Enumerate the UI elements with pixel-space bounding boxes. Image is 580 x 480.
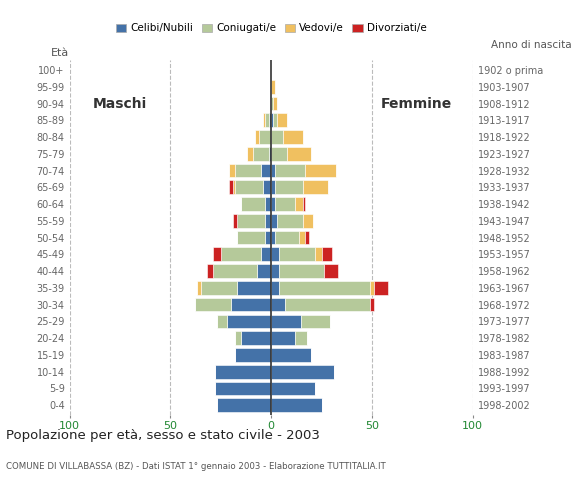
Bar (295, 331, 307, 345)
Bar (271, 80, 275, 94)
Bar (271, 314, 302, 328)
Bar (316, 248, 321, 261)
Bar (306, 231, 310, 244)
Text: Anno di nascita: Anno di nascita (491, 40, 571, 50)
Bar (237, 231, 265, 244)
Bar (197, 281, 201, 295)
Bar (271, 180, 275, 194)
Bar (271, 113, 273, 127)
Bar (271, 331, 295, 345)
Bar (275, 197, 295, 211)
Bar (324, 264, 338, 278)
Bar (271, 231, 275, 244)
Bar (265, 113, 269, 127)
Bar (235, 180, 263, 194)
Bar (233, 180, 235, 194)
Bar (221, 248, 261, 261)
Bar (213, 248, 221, 261)
Text: Femmine: Femmine (380, 96, 452, 110)
Bar (321, 248, 332, 261)
Bar (271, 248, 279, 261)
Bar (370, 281, 374, 295)
Bar (206, 264, 213, 278)
Bar (306, 164, 336, 178)
Bar (271, 96, 273, 110)
Bar (261, 164, 271, 178)
Bar (279, 264, 324, 278)
Bar (285, 298, 370, 312)
Bar (235, 164, 261, 178)
Bar (299, 231, 306, 244)
Bar (233, 214, 237, 228)
Bar (302, 314, 329, 328)
Bar (229, 180, 233, 194)
Bar (261, 248, 271, 261)
Legend: Celibi/Nubili, Coniugati/e, Vedovi/e, Divorziati/e: Celibi/Nubili, Coniugati/e, Vedovi/e, Di… (111, 19, 431, 37)
Bar (194, 298, 231, 312)
Bar (279, 281, 370, 295)
Bar (303, 180, 328, 194)
Bar (215, 382, 271, 395)
Text: Età: Età (52, 48, 70, 59)
Bar (201, 281, 237, 295)
Bar (229, 164, 235, 178)
Bar (263, 113, 265, 127)
Bar (370, 298, 374, 312)
Bar (253, 147, 269, 161)
Bar (213, 264, 257, 278)
Bar (279, 248, 316, 261)
Bar (231, 298, 271, 312)
Bar (265, 214, 271, 228)
Bar (271, 298, 285, 312)
Bar (283, 130, 303, 144)
Text: Popolazione per età, sesso e stato civile - 2003: Popolazione per età, sesso e stato civil… (6, 429, 320, 442)
Bar (257, 264, 271, 278)
Bar (263, 180, 271, 194)
Bar (215, 365, 271, 379)
Text: COMUNE DI VILLABASSA (BZ) - Dati ISTAT 1° gennaio 2003 - Elaborazione TUTTITALIA: COMUNE DI VILLABASSA (BZ) - Dati ISTAT 1… (6, 462, 386, 471)
Bar (235, 331, 241, 345)
Bar (303, 197, 306, 211)
Bar (235, 348, 271, 362)
Bar (227, 314, 271, 328)
Bar (265, 197, 271, 211)
Bar (287, 147, 311, 161)
Bar (277, 214, 303, 228)
Bar (237, 214, 265, 228)
Bar (271, 164, 275, 178)
Bar (295, 197, 303, 211)
Bar (269, 113, 271, 127)
Bar (217, 398, 271, 412)
Bar (271, 130, 283, 144)
Bar (241, 331, 271, 345)
Bar (275, 231, 299, 244)
Bar (241, 197, 265, 211)
Text: Maschi: Maschi (93, 96, 147, 110)
Bar (275, 180, 303, 194)
Bar (271, 264, 279, 278)
Bar (237, 281, 271, 295)
Bar (271, 214, 277, 228)
Bar (255, 130, 259, 144)
Bar (271, 147, 287, 161)
Bar (273, 96, 277, 110)
Bar (277, 113, 287, 127)
Bar (271, 382, 316, 395)
Bar (374, 281, 388, 295)
Bar (275, 164, 306, 178)
Bar (247, 147, 253, 161)
Bar (271, 348, 311, 362)
Bar (269, 147, 271, 161)
Bar (271, 365, 334, 379)
Bar (271, 197, 275, 211)
Bar (217, 314, 227, 328)
Bar (259, 130, 271, 144)
Bar (273, 113, 277, 127)
Bar (271, 398, 321, 412)
Bar (265, 231, 271, 244)
Bar (271, 281, 279, 295)
Bar (303, 214, 313, 228)
